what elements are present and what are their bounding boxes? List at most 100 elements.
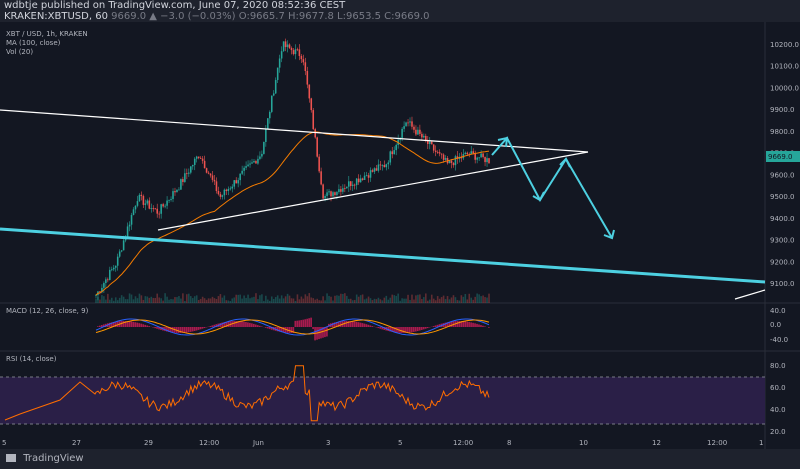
candle-body (355, 178, 358, 186)
macd-bar (164, 327, 166, 332)
candle-body (128, 224, 131, 227)
volume-bar (427, 300, 429, 303)
candle-body (314, 129, 316, 138)
macd-bar (403, 327, 405, 333)
candle-body (190, 166, 192, 173)
candle-body (176, 189, 178, 193)
macd-tick: -40.0 (770, 336, 788, 344)
rsi-tick: 80.0 (770, 362, 786, 370)
macd-bar (278, 327, 281, 332)
macd-bar (335, 321, 338, 327)
macd-bar (292, 327, 295, 333)
macd-bar (470, 322, 472, 327)
macd-bar (349, 321, 352, 327)
candle-body (312, 110, 315, 130)
macd-bar (122, 321, 125, 327)
volume-bar (146, 296, 149, 303)
price-tick: 9900.0 (770, 106, 795, 114)
candle-body (371, 170, 374, 172)
volume-bar (158, 297, 160, 303)
volume-bar (322, 296, 324, 303)
macd-bar (371, 326, 374, 327)
macd-bar (223, 322, 226, 327)
volume-bar (440, 297, 443, 303)
volume-bar (395, 295, 397, 303)
vol-legend[interactable]: Vol (20) (6, 48, 34, 56)
macd-bar (426, 327, 429, 329)
macd-bar (409, 327, 411, 333)
macd-bar (418, 327, 421, 331)
macd-bar (264, 327, 267, 328)
price-tick: 9600.0 (770, 171, 795, 179)
candle-body (389, 151, 392, 163)
candle-body (324, 195, 326, 199)
candle-body (395, 144, 397, 151)
candle-body (488, 158, 490, 164)
macd-bar (365, 324, 368, 327)
candle-body (405, 122, 407, 127)
macd-bar (241, 321, 243, 327)
macd-bar (488, 327, 490, 328)
candle-body (274, 79, 277, 94)
ma-legend[interactable]: MA (100, close) (6, 39, 61, 47)
macd-line (95, 318, 490, 336)
volume-bar (344, 293, 346, 303)
macd-bar (377, 327, 380, 329)
volume-bar (272, 298, 275, 303)
macd-bar (468, 321, 470, 327)
volume-bar (334, 295, 336, 303)
candle-body (269, 111, 271, 119)
volume-bar (195, 295, 198, 303)
macd-bar (253, 323, 255, 327)
symbol-name[interactable]: KRAKEN:XBTUSD, 60 (4, 11, 108, 22)
volume-bar (134, 296, 137, 303)
macd-bar (142, 324, 145, 327)
volume-bar (417, 294, 419, 303)
candle-body (482, 153, 484, 158)
candle-body (156, 208, 158, 214)
macd-bar (197, 327, 200, 330)
macd-bar (464, 321, 466, 327)
macd-bar (458, 321, 461, 327)
volume-bar (120, 295, 123, 303)
volume-bar (436, 296, 439, 303)
macd-bar (227, 321, 229, 327)
candle-body (387, 162, 390, 165)
macd-bar (302, 319, 305, 327)
rsi-legend[interactable]: RSI (14, close) (6, 355, 57, 363)
time-tick: 8 (507, 439, 511, 447)
current-price-label: 9669.0 (768, 153, 793, 161)
volume-bar (241, 298, 243, 303)
volume-bar (105, 299, 107, 303)
macd-legend[interactable]: MACD (12, 26, close, 9) (6, 307, 89, 315)
candle-body (195, 156, 198, 159)
candle-body (290, 47, 293, 51)
volume-bar (332, 300, 334, 303)
candle-body (259, 156, 261, 159)
volume-bar (172, 299, 174, 303)
macd-bar (183, 327, 186, 333)
volume-bar (257, 299, 259, 303)
brand-label[interactable]: TradingView (23, 453, 84, 464)
candle-body (413, 126, 415, 130)
macd-bar (411, 327, 413, 333)
macd-bar (343, 321, 346, 327)
macd-bar (322, 327, 324, 338)
arrow-head-up-2 (559, 157, 571, 168)
candle-body (318, 156, 320, 172)
volume-bar (130, 294, 133, 303)
macd-bar (422, 327, 425, 330)
macd-bar (120, 321, 123, 327)
volume-bar (101, 295, 103, 303)
macd-bar (324, 327, 326, 338)
macd-bar (211, 325, 214, 327)
candle-body (162, 204, 164, 207)
chart-canvas[interactable]: 10200.010100.010000.09900.09800.09700.09… (0, 22, 800, 449)
volume-bar (375, 299, 378, 303)
candle-body (411, 121, 413, 127)
volume-bar (397, 293, 399, 303)
candle-body (316, 137, 318, 157)
candle-body (460, 156, 463, 159)
macd-bar (191, 327, 194, 332)
macd-bar (96, 326, 99, 327)
